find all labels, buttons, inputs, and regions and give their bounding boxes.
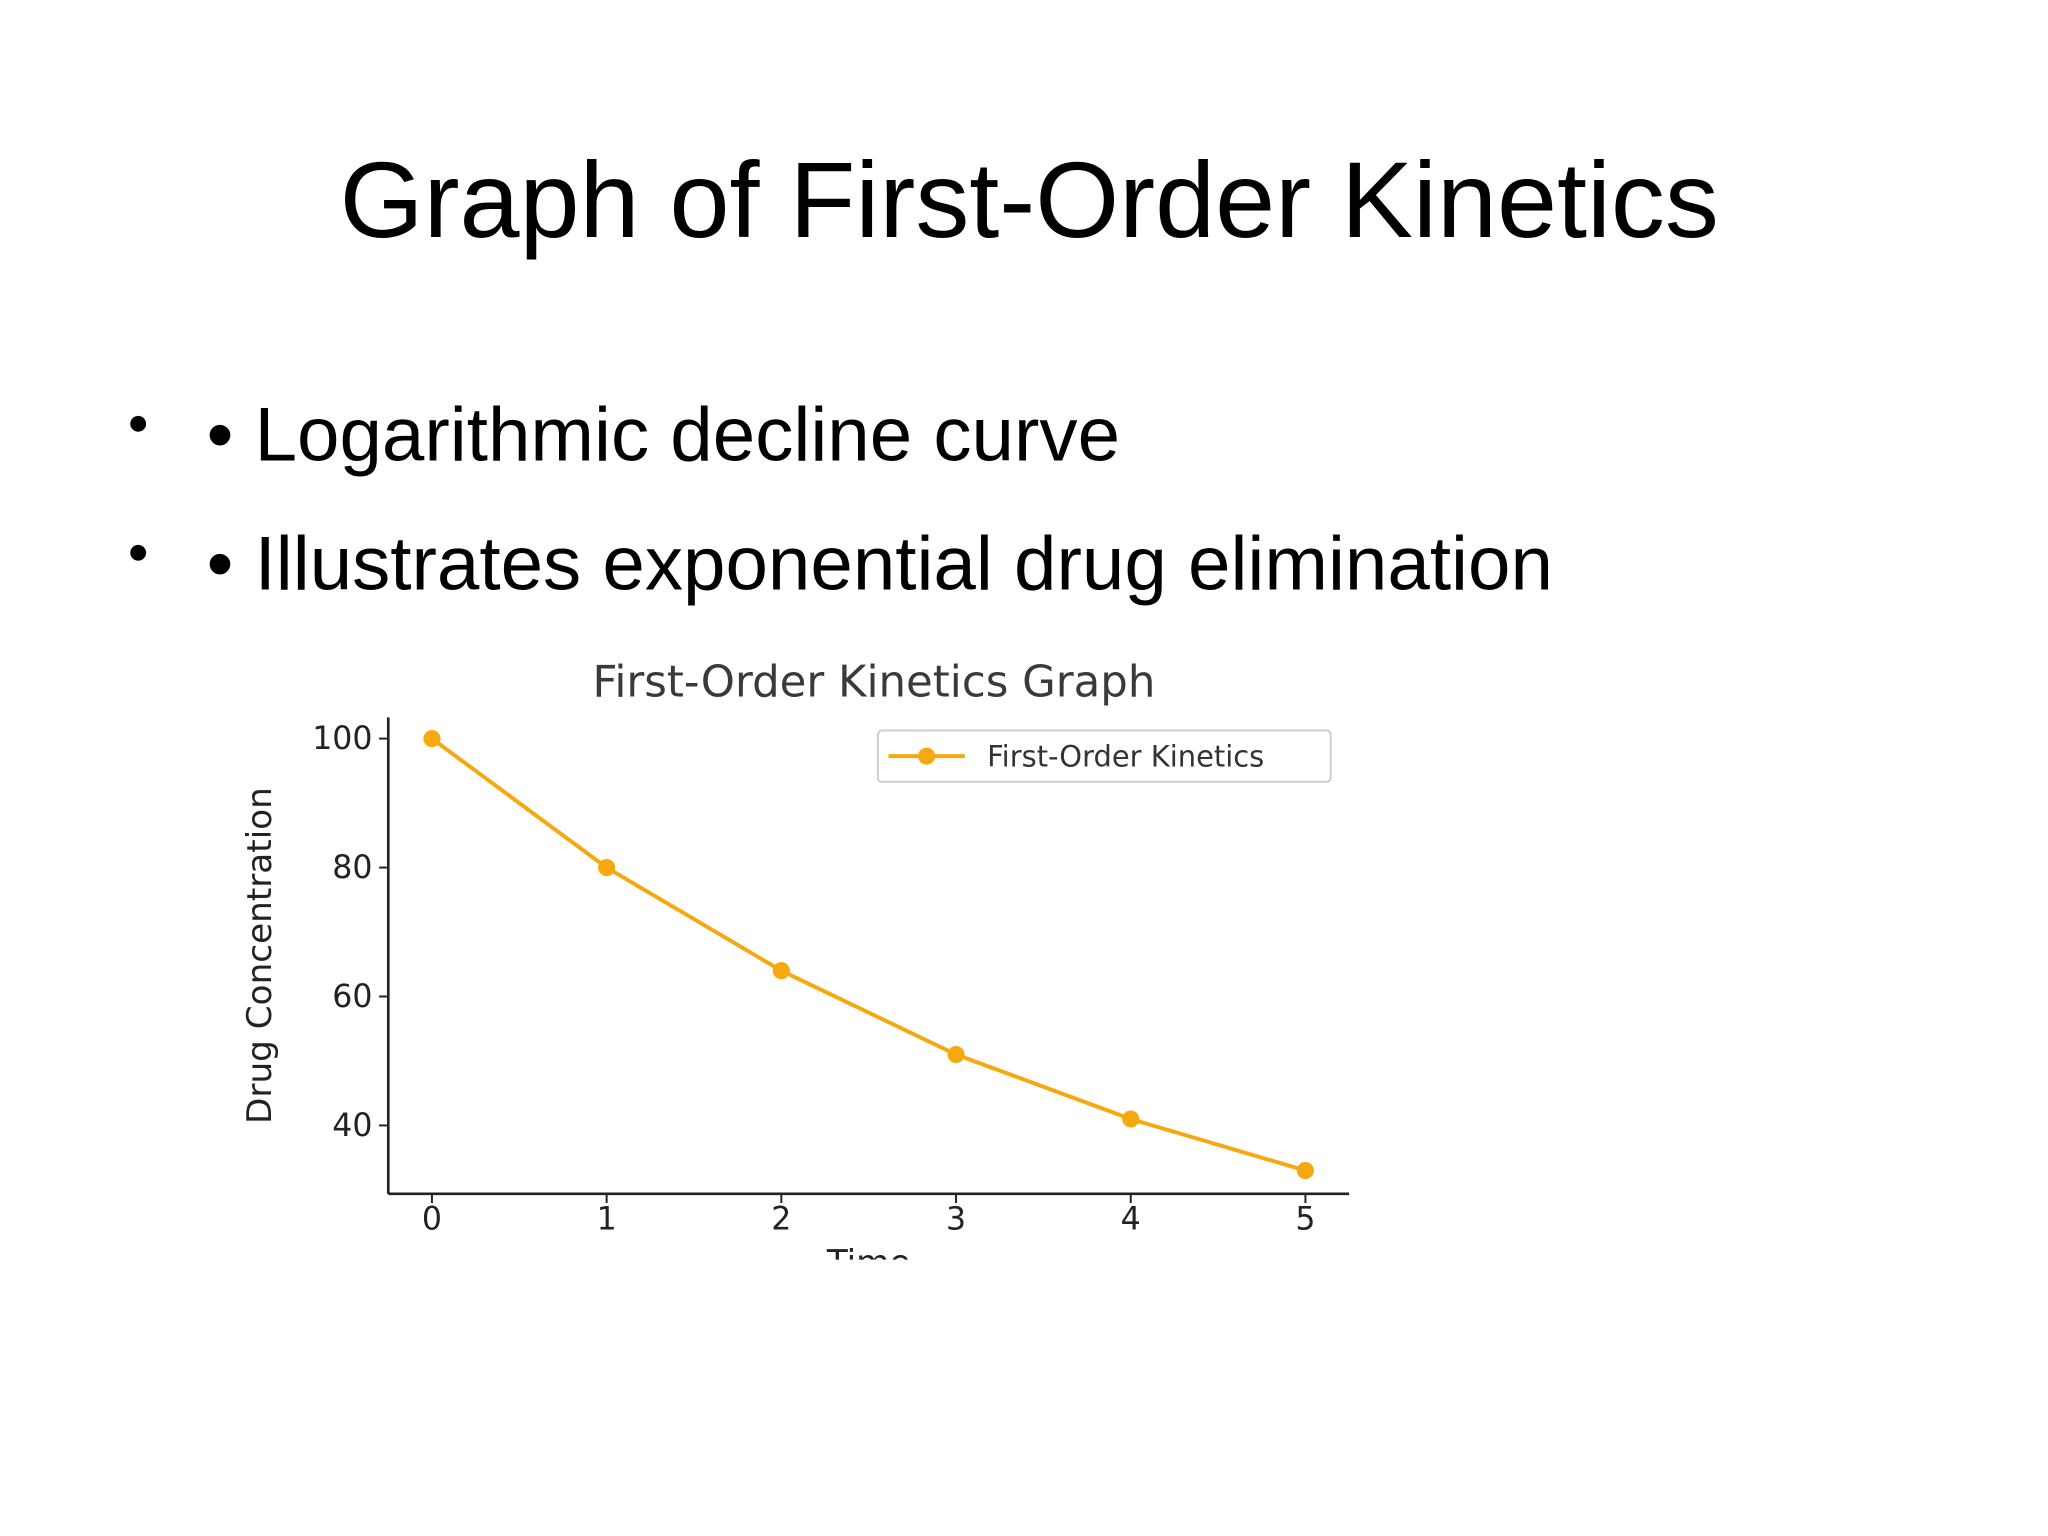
y-tick-label: 100 — [312, 721, 372, 757]
x-tick-label: 2 — [771, 1201, 791, 1237]
series-line — [430, 737, 1306, 1173]
x-tick-label: 4 — [1121, 1201, 1141, 1237]
bullet: • Illustrates exponential drug eliminati… — [207, 522, 1553, 607]
bullet: • Logarithmic decline curve — [207, 393, 1120, 478]
point — [947, 1045, 965, 1064]
point — [423, 730, 441, 748]
y-tick-label: 40 — [332, 1108, 372, 1144]
x-axis-label: Time — [826, 1243, 911, 1283]
bullet-dot — [130, 544, 147, 561]
bullet-dot — [130, 415, 147, 432]
y-tick-label: 80 — [332, 850, 372, 886]
slide-title: Graph of First-Order Kinetics — [340, 139, 1719, 260]
point — [1296, 1162, 1314, 1180]
chart-title: First-Order Kinetics Graph — [593, 657, 1156, 707]
x-tick-label: 5 — [1295, 1201, 1315, 1237]
y-tick-label: 60 — [332, 979, 372, 1015]
x-tick-label: 0 — [422, 1201, 442, 1237]
point — [772, 962, 790, 980]
point — [1122, 1110, 1140, 1128]
chart: First-Order Kinetics Graph 40 60 80 100 0 1 2 3 4… — [240, 657, 1350, 1283]
legend-marker — [918, 747, 936, 765]
y-axis-label: Drug Concentration — [240, 787, 280, 1124]
x-tick-label: 3 — [946, 1201, 966, 1237]
point — [598, 858, 616, 877]
legend-label: First-Order Kinetics — [987, 740, 1264, 774]
x-tick-label: 1 — [597, 1201, 617, 1237]
legend-box — [876, 729, 1332, 783]
